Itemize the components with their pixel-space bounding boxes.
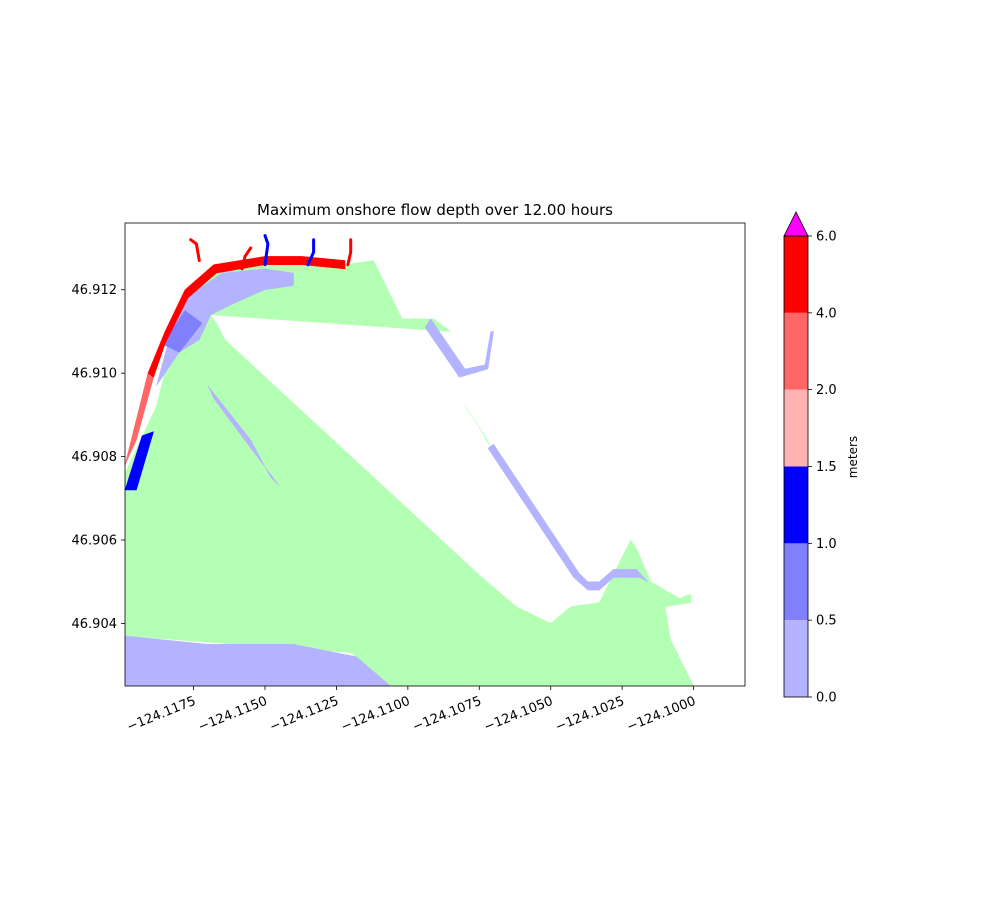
region-0-0-0-5-m-channel [207,385,280,486]
plot-frame [124,222,746,687]
colorbar-tick-label: 1.0 [816,537,837,552]
region-0-5-1-0-m [161,310,203,353]
y-tick-label: 46.908 [72,450,118,465]
region-0-0-0-5-m-north-pier [424,318,494,378]
y-tick-label: 46.912 [72,283,118,298]
region-0-0-0-5-m-south-seawall [487,443,649,591]
x-tick-label: −124.1150 [196,694,269,735]
y-tick-label: 46.906 [72,534,118,549]
y-tick-label: 46.910 [72,367,118,382]
x-tick-label: −124.1000 [625,694,698,735]
x-tick-label: −124.1175 [125,694,198,735]
region-4-0-6-0-m [147,256,346,378]
colorbar-tick-label: 4.0 [816,306,837,321]
colorbar: 0.0 0.5 1.0 1.5 2.0 4.0 6.0 meters [783,211,860,706]
x-tick-label: −124.1025 [553,694,626,735]
jetty-5 [346,238,353,267]
jetty-4 [306,238,316,267]
x-tick-label: −124.1050 [482,694,555,735]
colorbar-ticks: 0.0 0.5 1.0 1.5 2.0 4.0 6.0 [808,230,837,706]
region-0-0-0-5-m-northwest-fringe [156,268,294,386]
colorbar-tick-label: 0.0 [816,691,837,706]
x-tick-label: −124.1075 [411,694,484,735]
colorbar-segment [784,312,808,390]
jetty-2 [240,246,253,271]
jetty-3 [263,234,270,267]
colorbar-extend-triangle [783,211,809,237]
region-1-0-1-5-m [125,431,154,491]
colorbar-segment [784,466,808,544]
y-tick-label: 46.904 [72,617,118,632]
map-axes: −124.1175−124.1150−124.1125−124.1100−124… [72,201,746,735]
colorbar-segment [784,389,808,467]
colorbar-tick-label: 2.0 [816,383,837,398]
region-0-0-0-5-m-bottom-flats [125,635,392,686]
x-tick-label: −124.1125 [268,694,341,735]
colorbar-tick-label: 6.0 [816,230,837,245]
flow-depth-map [125,234,694,686]
jetty-1 [189,238,201,262]
colorbar-segment [784,236,808,313]
x-tick-label: −124.1100 [339,694,412,735]
colorbar-segment [784,620,808,697]
y-axis-ticks: 46.904 46.906 46.908 46.910 46.912 [72,283,125,632]
chart-title: Maximum onshore flow depth over 12.00 ho… [257,201,613,219]
colorbar-segment [784,543,808,621]
colorbar-tick-label: 0.5 [816,614,837,629]
colorbar-tick-label: 1.5 [816,460,837,475]
x-axis-ticks: −124.1175−124.1150−124.1125−124.1100−124… [125,686,698,735]
colorbar-label: meters [846,436,860,478]
colorbar-segments [783,211,809,698]
